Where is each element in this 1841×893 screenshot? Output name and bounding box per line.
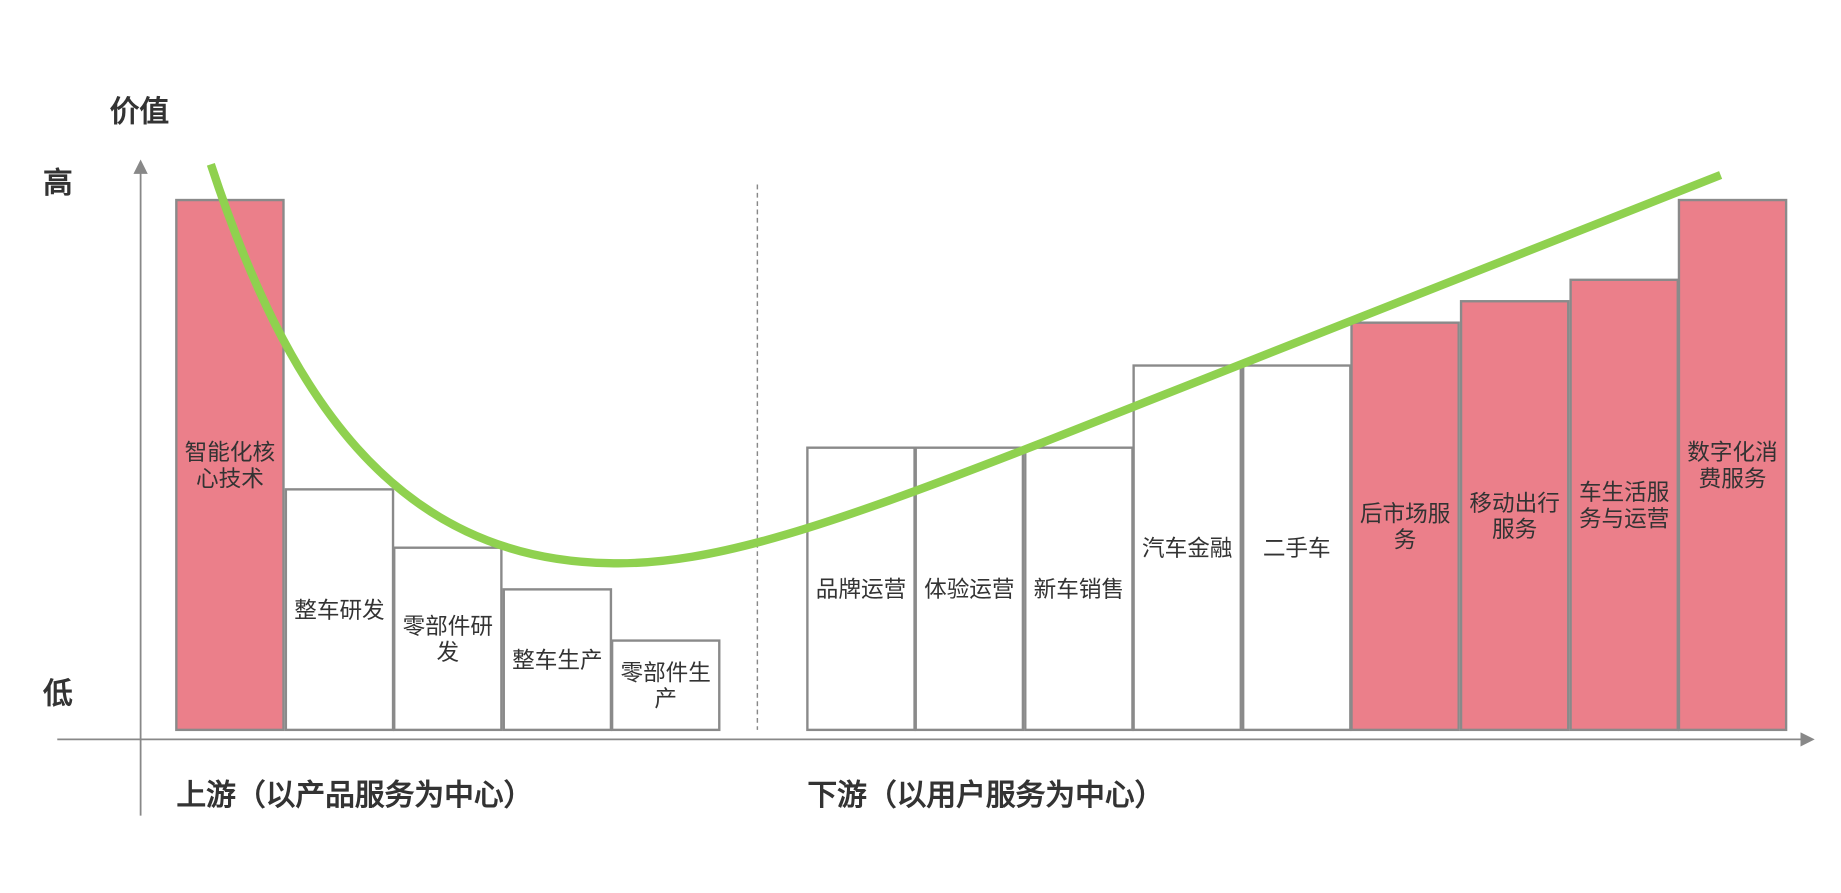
smile-curve — [206, 163, 1723, 568]
node-box — [1569, 278, 1679, 732]
node-label: 零部件生 — [620, 660, 710, 686]
node-label: 移动出行 — [1469, 491, 1559, 517]
node-label: 发 — [436, 640, 459, 666]
node-label: 费服务 — [1699, 466, 1767, 492]
node-box — [1459, 300, 1570, 732]
node-label: 整车研发 — [294, 598, 384, 624]
node-label: 智能化核 — [185, 440, 275, 466]
node-box — [610, 639, 721, 732]
node-label: 服务 — [1492, 517, 1537, 543]
node-label: 务 — [1394, 528, 1417, 554]
axis-title: 价值 — [110, 94, 170, 129]
node-label: 零部件研 — [403, 614, 493, 640]
node-box — [1241, 364, 1352, 732]
node-box — [914, 446, 1025, 732]
node-box — [1132, 364, 1242, 732]
axis-low: 低 — [42, 677, 73, 712]
node-label: 数字化消 — [1687, 440, 1777, 466]
node-label: 汽车金融 — [1142, 536, 1232, 562]
node-label: 二手车 — [1263, 536, 1331, 562]
node-box — [393, 546, 503, 732]
node-label: 新车销售 — [1034, 577, 1124, 603]
section-label: 下游（以用户服务为中心） — [807, 778, 1164, 813]
node-label: 车生活服 — [1579, 480, 1669, 506]
node-box — [284, 488, 395, 732]
node-label: 心技术 — [196, 466, 264, 492]
node-box — [1350, 321, 1460, 732]
node-box — [1024, 446, 1134, 732]
node-label: 品牌运营 — [816, 577, 906, 603]
node-label: 整车生产 — [512, 648, 602, 674]
node-label: 务与运营 — [1579, 506, 1669, 532]
axis-high: 高 — [43, 166, 73, 201]
section-label: 上游（以产品服务为中心） — [176, 778, 533, 813]
node-label: 产 — [654, 687, 677, 713]
node-box — [1677, 198, 1788, 732]
node-label: 后市场服 — [1360, 502, 1450, 528]
node-box — [175, 198, 285, 732]
node-label: 体验运营 — [924, 577, 1014, 603]
